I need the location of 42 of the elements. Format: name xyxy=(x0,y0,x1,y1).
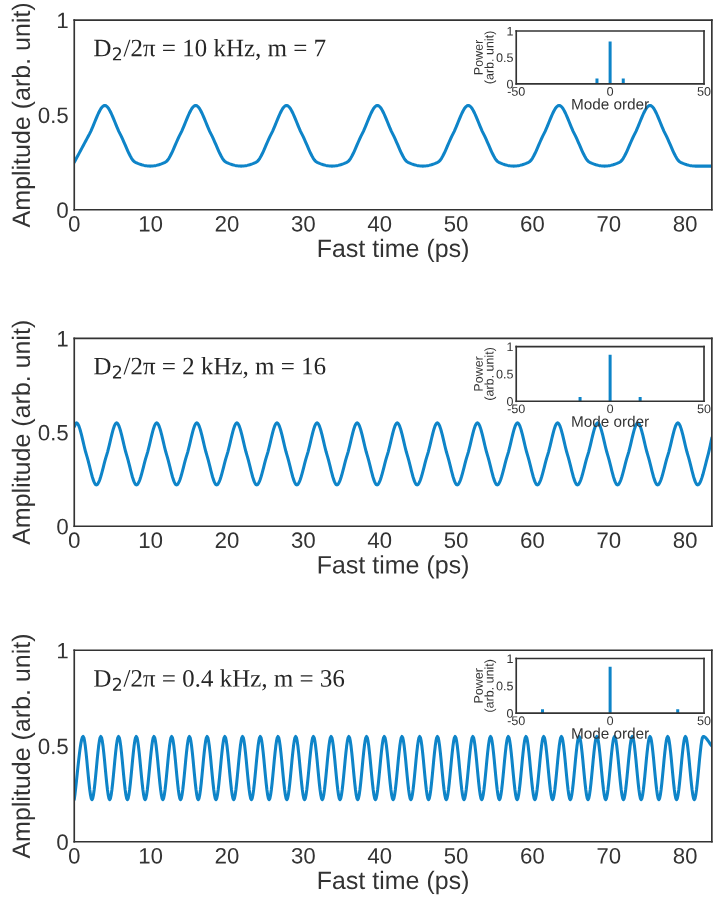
y-axis-title: Amplitude (arb. unit) xyxy=(11,3,36,228)
x-tick-label: 80 xyxy=(673,847,697,864)
x-tick-label: 80 xyxy=(673,215,697,232)
x-tick-label: 50 xyxy=(444,847,468,864)
x-tick-label: 40 xyxy=(367,532,392,549)
y-tick-label: 0 xyxy=(57,202,68,219)
x-tick-label: 20 xyxy=(215,532,239,549)
y-tick-label: 0 xyxy=(57,518,68,535)
x-tick-label: 70 xyxy=(597,532,621,549)
x-tick-label: 70 xyxy=(597,847,621,864)
x-tick-label: 50 xyxy=(444,215,468,232)
y-axis-title: Amplitude (arb. unit) xyxy=(11,635,36,859)
x-tick-label: 30 xyxy=(291,532,315,549)
x-tick-label: 20 xyxy=(215,847,239,864)
x-tick-label: 60 xyxy=(521,215,544,232)
x-tick-label: 60 xyxy=(521,847,544,864)
x-tick-label: 50 xyxy=(444,532,468,549)
y-tick-label: 0.5 xyxy=(38,107,68,124)
annotation: D$_{2}$/2π = 2 kHz, m = 16 xyxy=(94,356,326,379)
y-tick-label: 0 xyxy=(57,834,68,851)
x-tick-label: 70 xyxy=(597,215,621,232)
y-tick-label: 1 xyxy=(58,12,68,29)
y-tick-label: 0.5 xyxy=(38,738,68,755)
x-axis-title: Fast time (ps) xyxy=(318,870,468,895)
y-tick-label: 0.5 xyxy=(38,424,68,441)
x-tick-label: 30 xyxy=(291,847,315,864)
x-tick-label: 20 xyxy=(215,215,239,232)
x-tick-label: 10 xyxy=(139,847,163,864)
x-tick-label: 80 xyxy=(673,532,697,549)
x-tick-label: 40 xyxy=(367,847,392,864)
x-tick-label: 30 xyxy=(291,215,315,232)
x-tick-label: 10 xyxy=(139,532,163,549)
x-tick-label: 10 xyxy=(139,215,163,232)
y-tick-label: 1 xyxy=(58,643,68,659)
x-tick-label: 40 xyxy=(367,215,392,232)
x-axis-title: Fast time (ps) xyxy=(318,555,468,579)
x-tick-label: 60 xyxy=(521,532,544,549)
annotation: D$_{2}$/2π = 10 kHz, m = 7 xyxy=(94,38,326,61)
y-axis-title: Amplitude (arb. unit) xyxy=(11,321,36,545)
annotation: D$_{2}$/2π = 0.4 kHz, m = 36 xyxy=(94,669,345,691)
y-tick-label: 1 xyxy=(58,331,68,347)
x-axis-title: Fast time (ps) xyxy=(318,238,468,263)
